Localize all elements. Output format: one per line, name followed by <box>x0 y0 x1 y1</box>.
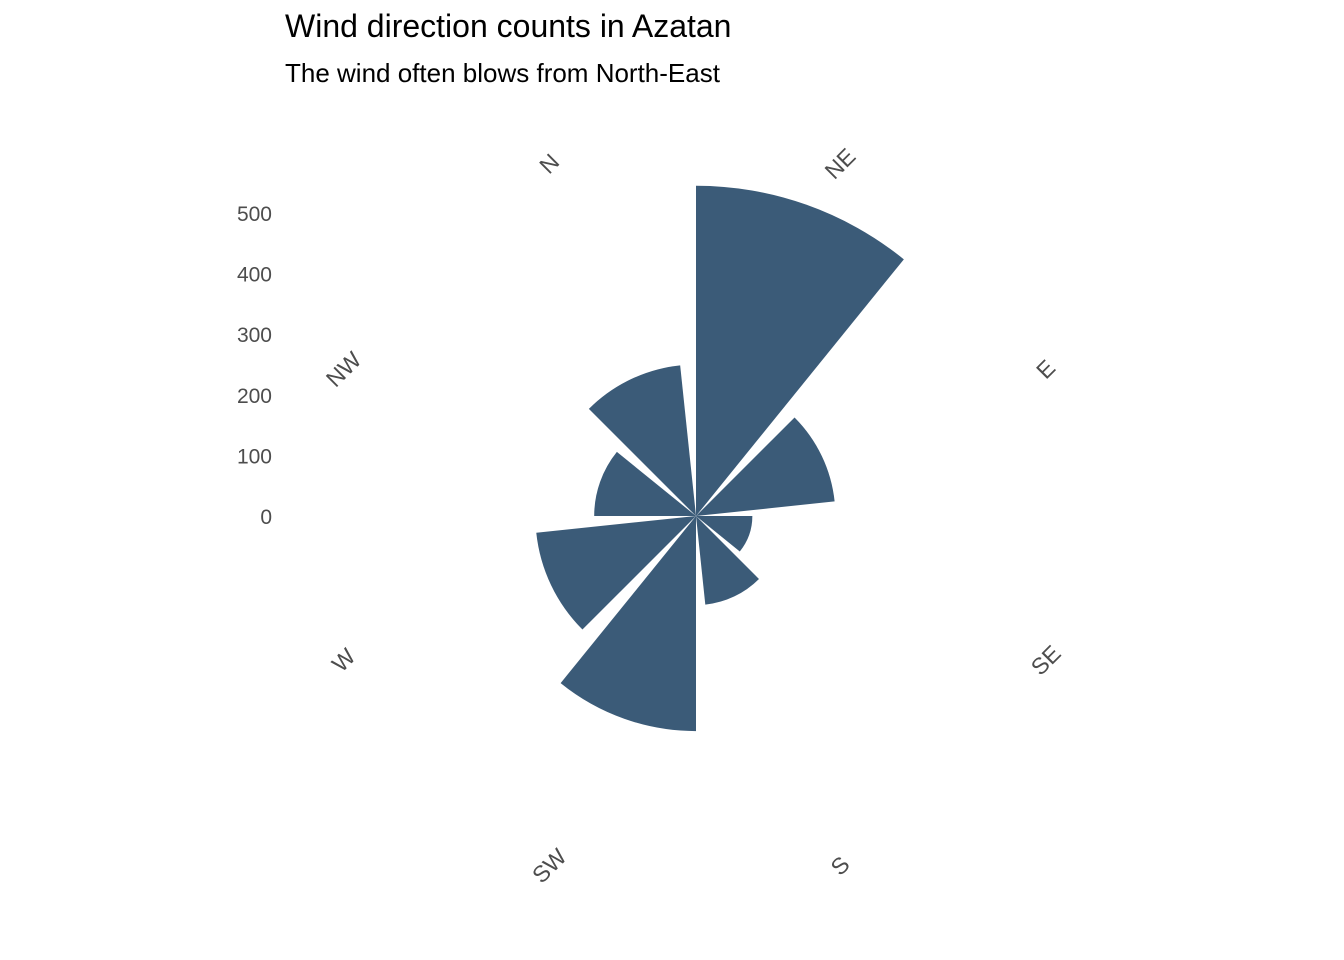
direction-label-n: N <box>534 148 564 178</box>
wedge-se <box>696 516 753 552</box>
radial-axis: 0 100 200 300 400 500 <box>237 203 272 529</box>
wedge-sw <box>560 516 696 732</box>
radial-tick-label: 500 <box>237 203 272 226</box>
direction-label-w: W <box>327 643 361 677</box>
direction-label-s: S <box>825 851 854 880</box>
radial-tick-label: 400 <box>237 264 272 287</box>
radial-tick-label: 0 <box>260 506 272 529</box>
direction-label-nw: NW <box>321 346 367 392</box>
direction-label-ne: NE <box>820 143 861 184</box>
wedge-s <box>696 516 759 605</box>
wedge-nw <box>594 451 696 516</box>
chart-subtitle: The wind often blows from North-East <box>285 58 720 88</box>
wedge-n <box>588 365 696 516</box>
wedge-e <box>696 417 835 516</box>
direction-label-sw: SW <box>527 843 572 888</box>
chart-title: Wind direction counts in Azatan <box>285 8 732 44</box>
wedge-ne <box>696 185 904 517</box>
radial-tick-label: 200 <box>237 385 272 408</box>
radial-tick-label: 100 <box>237 445 272 468</box>
wedge-w <box>536 516 696 630</box>
wedge-group <box>536 185 904 732</box>
direction-label-e: E <box>1031 355 1060 384</box>
direction-label-se: SE <box>1026 640 1066 680</box>
radial-tick-label: 300 <box>237 324 272 347</box>
